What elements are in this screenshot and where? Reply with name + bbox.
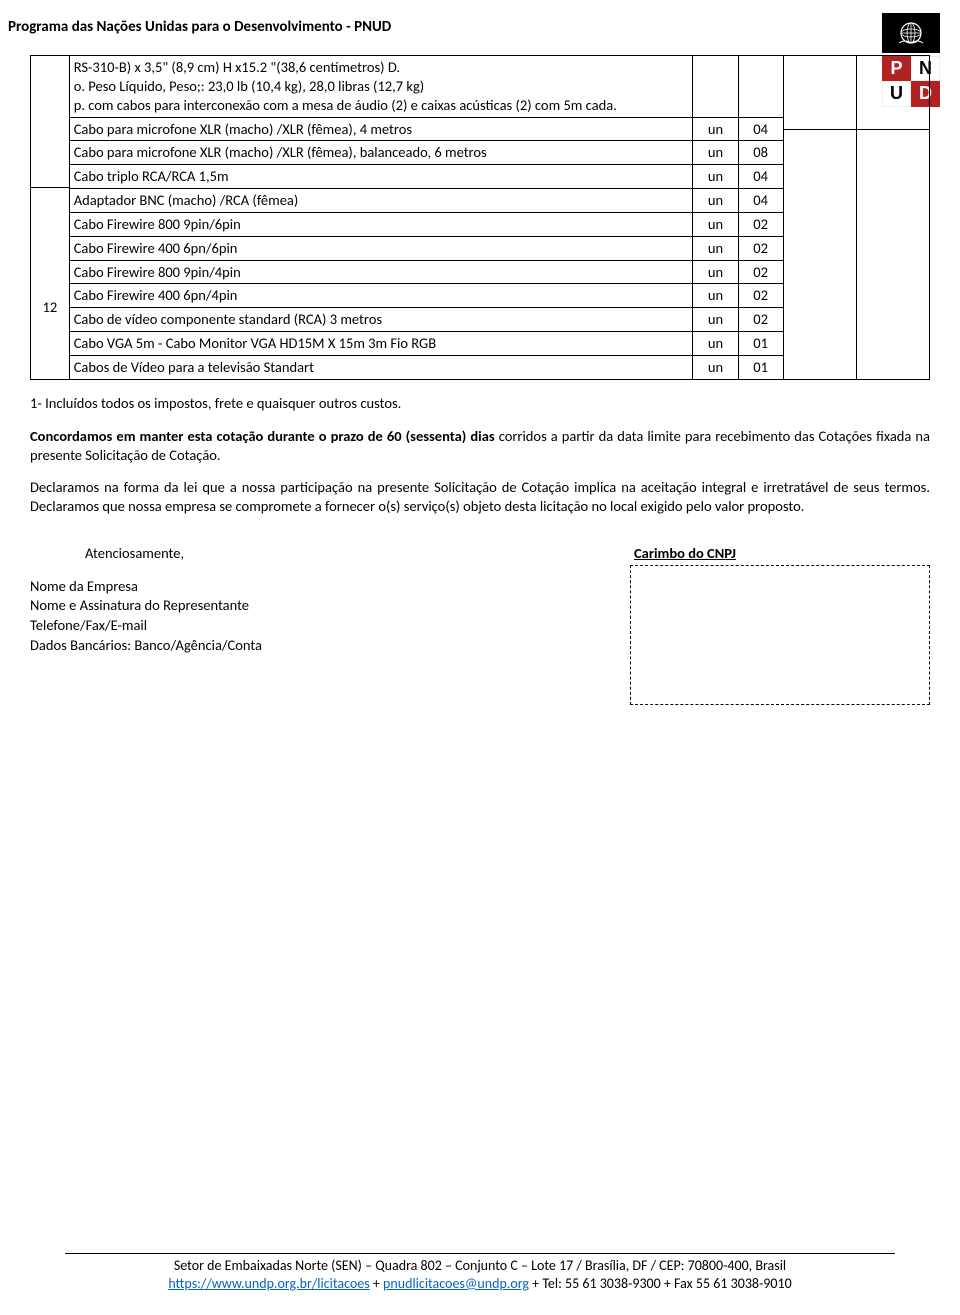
cell-un: un bbox=[693, 284, 738, 308]
cell-qty: 02 bbox=[738, 212, 783, 236]
cell-un: un bbox=[693, 117, 738, 141]
footer-plus: + bbox=[370, 1275, 383, 1292]
cell-desc: Cabo Firewire 800 9pin/4pin bbox=[69, 260, 693, 284]
cell-un: un bbox=[693, 355, 738, 379]
cell-desc: Cabo para microfone XLR (macho) /XLR (fê… bbox=[69, 117, 693, 141]
cell-desc: Adaptador BNC (macho) /RCA (fêmea) bbox=[69, 189, 693, 213]
cell-un: un bbox=[693, 189, 738, 213]
cell-qty: 01 bbox=[738, 355, 783, 379]
group-number-cell: 12 bbox=[31, 56, 70, 380]
contact-line: Telefone/Fax/E-mail bbox=[30, 616, 262, 636]
table-row: 12 RS-310-B) x 3,5" (8,9 cm) H x15.2 "(3… bbox=[31, 56, 930, 118]
cell-desc: Cabo Firewire 800 9pin/6pin bbox=[69, 212, 693, 236]
note-2: Concordamos em manter esta cotação duran… bbox=[30, 427, 930, 465]
footer-divider bbox=[65, 1253, 895, 1254]
cell-empty bbox=[856, 56, 929, 380]
footer-line-1: Setor de Embaixadas Norte (SEN) – Quadra… bbox=[30, 1257, 930, 1275]
rep-name-line: Nome e Assinatura do Representante bbox=[30, 596, 262, 616]
cell-un bbox=[693, 56, 738, 118]
bank-line: Dados Bancários: Banco/Agência/Conta bbox=[30, 636, 262, 656]
cell-desc: Cabo para microfone XLR (macho) /XLR (fê… bbox=[69, 141, 693, 165]
cell-qty: 02 bbox=[738, 236, 783, 260]
cell-desc: Cabo VGA 5m - Cabo Monitor VGA HD15M X 1… bbox=[69, 332, 693, 356]
header-title: Programa das Nações Unidas para o Desenv… bbox=[8, 18, 391, 38]
footer-link-email[interactable]: pnudlicitacoes@undp.org bbox=[383, 1275, 529, 1292]
cell-qty: 02 bbox=[738, 308, 783, 332]
signature-left: Atenciosamente, Nome da Empresa Nome e A… bbox=[30, 544, 262, 655]
cell-un: un bbox=[693, 308, 738, 332]
footer-line-2: https://www.undp.org.br/licitacoes + pnu… bbox=[30, 1275, 930, 1293]
un-logo-icon bbox=[882, 13, 940, 53]
cell-un: un bbox=[693, 332, 738, 356]
footer-rest: + Tel: 55 61 3038-9300 + Fax 55 61 3038-… bbox=[529, 1275, 792, 1292]
company-name-line: Nome da Empresa bbox=[30, 577, 262, 597]
cell-qty: 02 bbox=[738, 260, 783, 284]
cell-qty: 04 bbox=[738, 189, 783, 213]
cell-desc: RS-310-B) x 3,5" (8,9 cm) H x15.2 "(38,6… bbox=[69, 56, 693, 118]
cell-desc: Cabo de vídeo componente standard (RCA) … bbox=[69, 308, 693, 332]
cell-empty bbox=[783, 56, 856, 380]
cnpj-label: Carimbo do CNPJ bbox=[634, 544, 736, 562]
cell-un: un bbox=[693, 260, 738, 284]
page-footer: Setor de Embaixadas Norte (SEN) – Quadra… bbox=[30, 1253, 930, 1293]
cell-un: un bbox=[693, 141, 738, 165]
cell-un: un bbox=[693, 212, 738, 236]
cell-un: un bbox=[693, 236, 738, 260]
cell-qty: 02 bbox=[738, 284, 783, 308]
note-2-bold: Concordamos em manter esta cotação duran… bbox=[30, 427, 495, 445]
spec-table: 12 RS-310-B) x 3,5" (8,9 cm) H x15.2 "(3… bbox=[30, 55, 930, 380]
cell-desc: Cabo triplo RCA/RCA 1,5m bbox=[69, 165, 693, 189]
cell-desc: Cabo Firewire 400 6pn/6pin bbox=[69, 236, 693, 260]
note-1: 1- Incluídos todos os impostos, frete e … bbox=[30, 394, 930, 413]
cell-un: un bbox=[693, 165, 738, 189]
cnpj-stamp-box bbox=[630, 565, 930, 705]
cell-qty: 04 bbox=[738, 117, 783, 141]
group-number: 12 bbox=[35, 188, 65, 317]
note-3: Declaramos na forma da lei que a nossa p… bbox=[30, 478, 930, 516]
atenciosamente-label: Atenciosamente, bbox=[85, 544, 262, 563]
cell-qty: 08 bbox=[738, 141, 783, 165]
cell-qty: 04 bbox=[738, 165, 783, 189]
cell-desc: Cabos de Vídeo para a televisão Standart bbox=[69, 355, 693, 379]
content-area: 12 RS-310-B) x 3,5" (8,9 cm) H x15.2 "(3… bbox=[30, 55, 930, 705]
cell-qty: 01 bbox=[738, 332, 783, 356]
company-lines: Nome da Empresa Nome e Assinatura do Rep… bbox=[30, 577, 262, 655]
signature-block: Atenciosamente, Nome da Empresa Nome e A… bbox=[30, 544, 930, 705]
cell-qty bbox=[738, 56, 783, 118]
cell-desc: Cabo Firewire 400 6pn/4pin bbox=[69, 284, 693, 308]
notes-section: 1- Incluídos todos os impostos, frete e … bbox=[30, 394, 930, 516]
footer-link-site[interactable]: https://www.undp.org.br/licitacoes bbox=[168, 1275, 369, 1292]
signature-right: Carimbo do CNPJ bbox=[630, 544, 930, 705]
